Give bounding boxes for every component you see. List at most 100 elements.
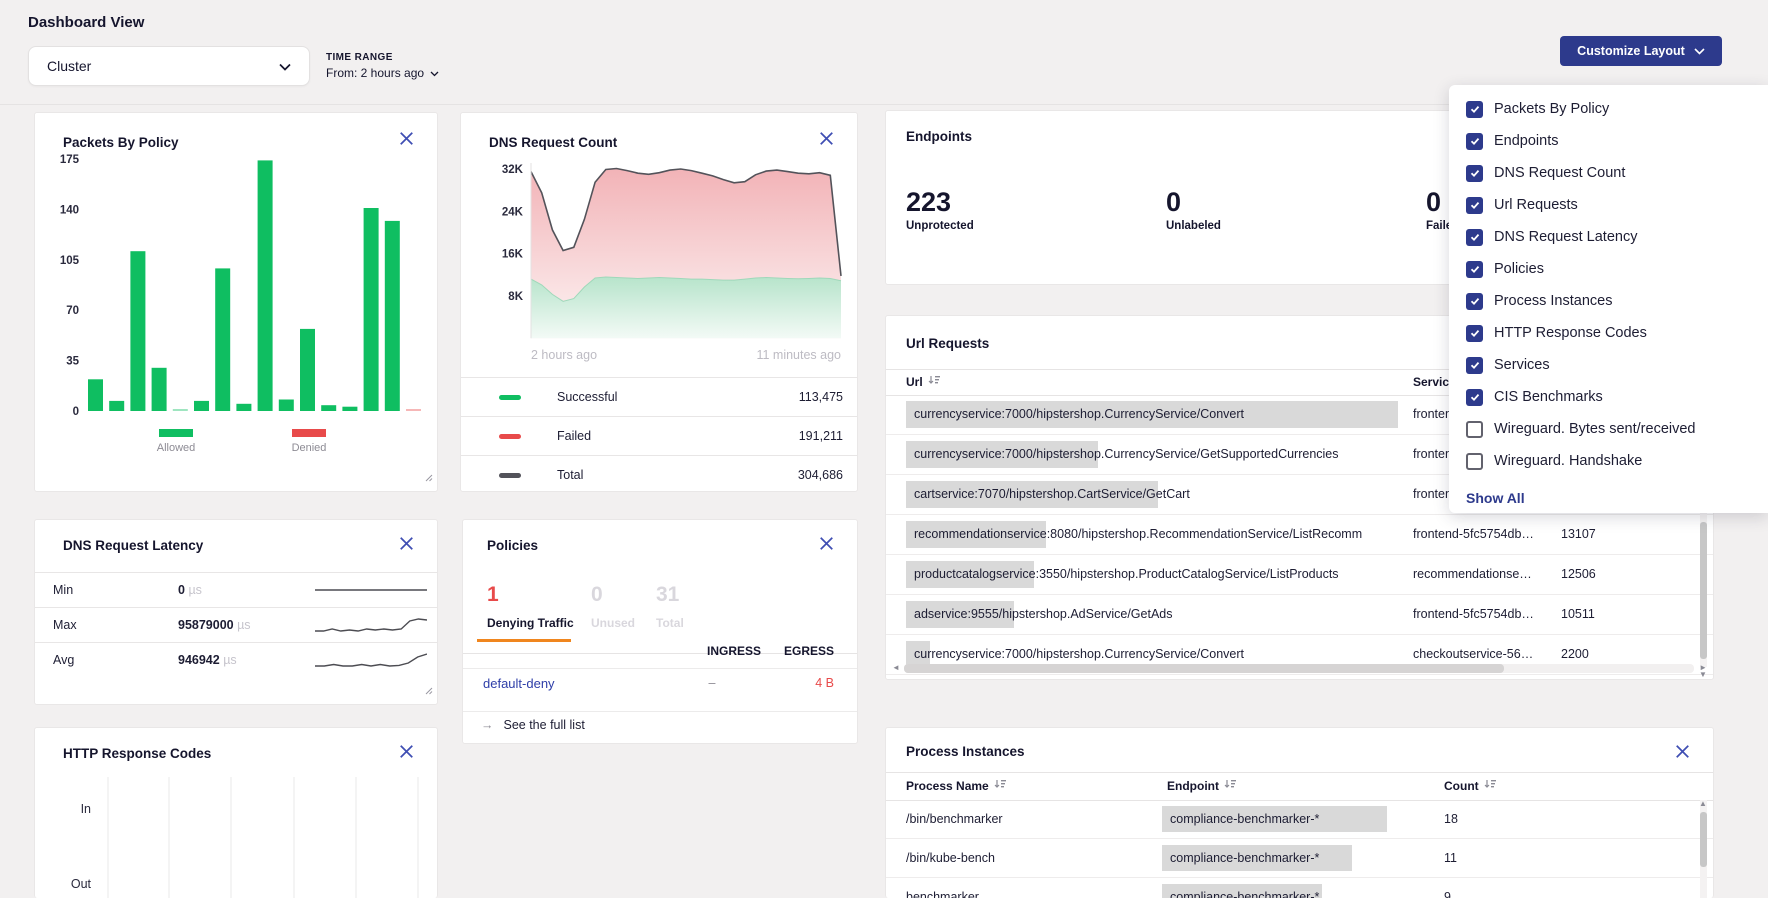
resize-handle-icon[interactable] — [425, 469, 433, 487]
view-select[interactable]: Cluster — [28, 46, 310, 86]
triangle-right-icon[interactable]: ► — [1699, 664, 1707, 672]
process-instance-row[interactable]: benchmarker compliance-benchmarker-* 9 — [886, 878, 1713, 898]
stat-unused-value[interactable]: 0 — [591, 584, 603, 605]
close-icon[interactable] — [399, 536, 415, 552]
menu-item-cis-benchmarks[interactable]: CIS Benchmarks — [1449, 381, 1768, 413]
checkbox-checked-icon[interactable] — [1466, 165, 1483, 182]
dns-chart-legend: Successful 113,475 Failed 191,211 Total … — [461, 377, 857, 492]
sparkline-chart — [315, 652, 427, 673]
process-name-cell: /bin/kube-bench — [906, 839, 995, 877]
legend-row-total[interactable]: Total 304,686 — [461, 455, 857, 492]
url-request-row[interactable]: adservice:9555/hipstershop.AdService/Get… — [886, 595, 1713, 635]
panel-title: DNS Request Count — [489, 135, 617, 150]
checkbox-checked-icon[interactable] — [1466, 325, 1483, 342]
column-header-egress: EGRESS — [750, 644, 834, 658]
panel-process-instances: Process Instances Process Name Endpoint … — [885, 727, 1714, 898]
svg-text:105: 105 — [60, 255, 80, 267]
menu-item-services[interactable]: Services — [1449, 349, 1768, 381]
see-full-list-link[interactable]: → See the full list — [481, 718, 585, 732]
count-cell: 9 — [1444, 878, 1451, 898]
checkbox-checked-icon[interactable] — [1466, 389, 1483, 406]
checkbox-checked-icon[interactable] — [1466, 133, 1483, 150]
url-cell: currencyservice:7000/hipstershop.Currenc… — [906, 395, 1400, 434]
svg-text:11 minutes ago: 11 minutes ago — [756, 348, 841, 362]
stat-denying-traffic-label[interactable]: Denying Traffic — [487, 616, 574, 630]
url-cell: productcatalogservice:3550/hipstershop.P… — [906, 555, 1400, 594]
triangle-up-icon[interactable]: ▲ — [1699, 800, 1707, 808]
menu-item-dns-request-latency[interactable]: DNS Request Latency — [1449, 221, 1768, 253]
svg-text:2 hours ago: 2 hours ago — [531, 348, 597, 362]
sort-icon — [1484, 773, 1497, 800]
dashboard-view-page: Dashboard View Cluster TIME RANGE From: … — [0, 0, 1768, 898]
triangle-left-icon[interactable]: ◄ — [892, 664, 900, 672]
close-icon[interactable] — [819, 536, 835, 552]
customize-layout-button[interactable]: Customize Layout — [1560, 36, 1722, 66]
chevron-down-icon — [430, 66, 439, 80]
menu-item-endpoints[interactable]: Endpoints — [1449, 125, 1768, 157]
panel-dns-request-count: DNS Request Count 8K16K24K32K2 hours ago… — [460, 112, 858, 492]
column-header-endpoint[interactable]: Endpoint — [1167, 773, 1237, 800]
url-cell: cartservice:7070/hipstershop.CartService… — [906, 475, 1400, 514]
triangle-down-icon[interactable]: ▼ — [1699, 671, 1707, 679]
process-instance-row[interactable]: /bin/benchmarker compliance-benchmarker-… — [886, 800, 1713, 839]
latency-row-max: Max 95879000 µs — [35, 607, 437, 642]
panel-title: Policies — [487, 538, 538, 553]
checkbox-checked-icon[interactable] — [1466, 293, 1483, 310]
checkbox-checked-icon[interactable] — [1466, 229, 1483, 246]
policy-egress-value: 4 B — [750, 676, 834, 690]
menu-item-http-response-codes[interactable]: HTTP Response Codes — [1449, 317, 1768, 349]
sparkline-chart — [315, 582, 427, 603]
stat-total-value[interactable]: 31 — [656, 584, 679, 605]
checkbox-unchecked-icon[interactable] — [1466, 421, 1483, 438]
menu-item-process-instances[interactable]: Process Instances — [1449, 285, 1768, 317]
legend-swatch-icon — [499, 395, 521, 400]
menu-item-wireguard-handshake[interactable]: Wireguard. Handshake — [1449, 445, 1768, 477]
stat-total-label[interactable]: Total — [656, 616, 684, 630]
latency-row-avg: Avg 946942 µs — [35, 642, 437, 677]
panel-policies: Policies 1 Denying Traffic 0 Unused 31 T… — [462, 519, 858, 744]
close-icon[interactable] — [1675, 744, 1691, 760]
menu-item-policies[interactable]: Policies — [1449, 253, 1768, 285]
close-icon[interactable] — [819, 131, 835, 147]
menu-item-packets-by-policy[interactable]: Packets By Policy — [1449, 93, 1768, 125]
checkbox-unchecked-icon[interactable] — [1466, 453, 1483, 470]
legend-swatch-icon — [499, 434, 521, 439]
url-request-row[interactable]: recommendationservice:8080/hipstershop.R… — [886, 515, 1713, 555]
service-cell: frontend-5fc5754db… — [1413, 515, 1534, 554]
sort-icon — [994, 773, 1007, 800]
divider — [463, 668, 857, 669]
close-icon[interactable] — [399, 744, 415, 760]
resize-handle-icon[interactable] — [425, 682, 433, 700]
checkbox-checked-icon[interactable] — [1466, 261, 1483, 278]
url-request-row[interactable]: productcatalogservice:3550/hipstershop.P… — [886, 555, 1713, 595]
svg-text:0: 0 — [73, 406, 79, 418]
column-header-process-name[interactable]: Process Name — [906, 773, 1007, 800]
menu-item-dns-request-count[interactable]: DNS Request Count — [1449, 157, 1768, 189]
stat-unused-label[interactable]: Unused — [591, 616, 635, 630]
menu-item-wireguard-bytes-sent-received[interactable]: Wireguard. Bytes sent/received — [1449, 413, 1768, 445]
checkbox-checked-icon[interactable] — [1466, 101, 1483, 118]
page-title: Dashboard View — [28, 14, 144, 31]
latency-row-min: Min 0 µs — [35, 572, 437, 607]
time-range-from[interactable]: From: 2 hours ago — [326, 66, 439, 80]
svg-text:175: 175 — [60, 154, 80, 166]
process-table-vertical-scrollbar[interactable]: ▲ — [1700, 800, 1707, 898]
policy-link-default-deny[interactable]: default-deny — [483, 676, 555, 691]
close-icon[interactable] — [399, 131, 415, 147]
menu-item-url-requests[interactable]: Url Requests — [1449, 189, 1768, 221]
checkbox-checked-icon[interactable] — [1466, 197, 1483, 214]
count-cell: 13107 — [1561, 515, 1596, 554]
dns-request-count-chart: 8K16K24K32K2 hours ago11 minutes ago — [469, 153, 851, 370]
stat-denying-traffic-value[interactable]: 1 — [487, 584, 499, 605]
legend-row-failed[interactable]: Failed 191,211 — [461, 416, 857, 455]
show-all-link[interactable]: Show All — [1449, 477, 1768, 506]
chevron-down-icon — [1694, 44, 1705, 58]
process-instance-row[interactable]: /bin/kube-bench compliance-benchmarker-*… — [886, 839, 1713, 878]
checkbox-checked-icon[interactable] — [1466, 357, 1483, 374]
column-header-count[interactable]: Count — [1444, 773, 1497, 800]
divider — [463, 711, 857, 712]
legend-row-successful[interactable]: Successful 113,475 — [461, 377, 857, 416]
http-response-codes-chart: InOut — [35, 773, 438, 898]
svg-text:140: 140 — [60, 204, 79, 216]
column-header-url[interactable]: Url — [906, 370, 941, 395]
